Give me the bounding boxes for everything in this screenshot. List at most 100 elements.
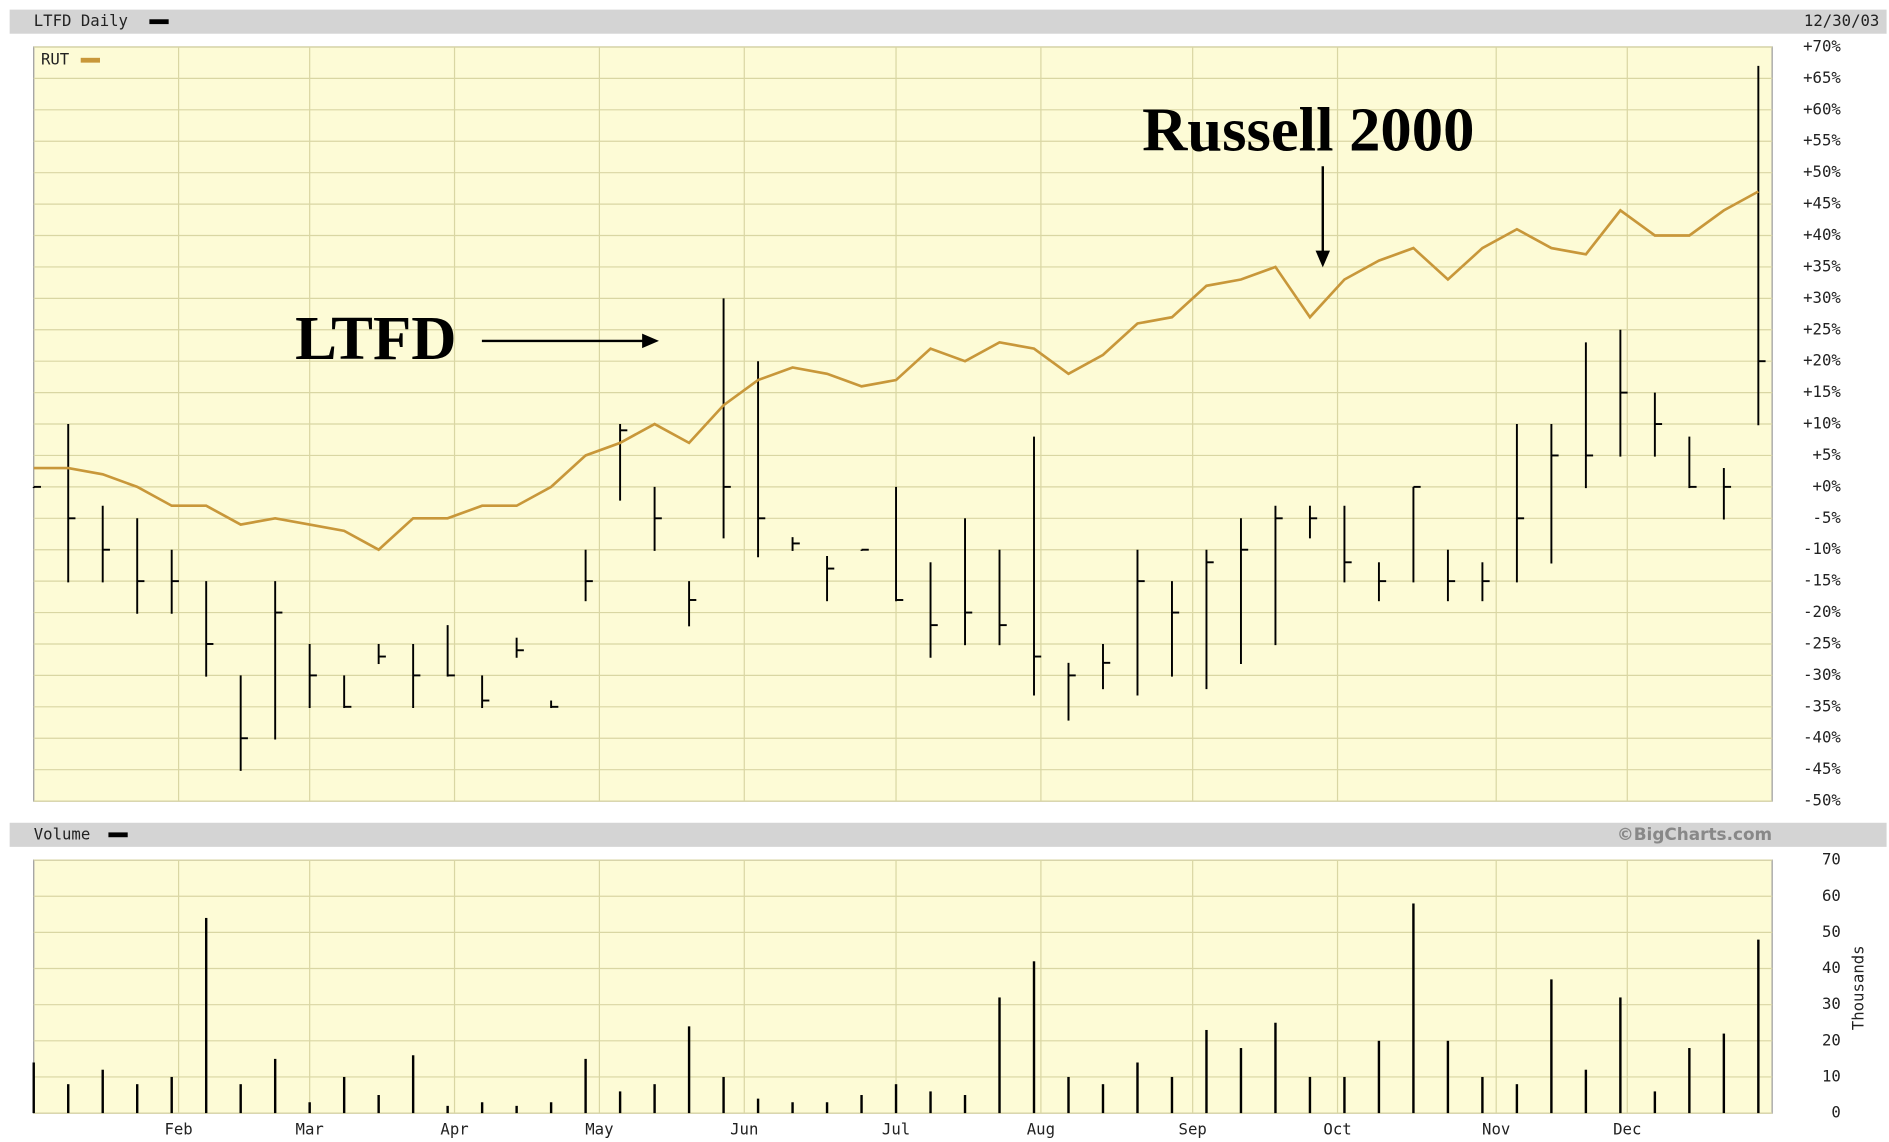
volume-bar [32, 1062, 35, 1114]
arrow-head [642, 333, 659, 349]
volume-bar [204, 917, 208, 1114]
volume-bar [1757, 939, 1760, 1114]
volume-bar [860, 1095, 863, 1114]
y-tick-label: -15% [1803, 571, 1841, 590]
volume-bar [1584, 1069, 1588, 1114]
rut-line [33, 190, 1759, 552]
volume-bar [1688, 1048, 1691, 1114]
chart-title: LTFD Daily [34, 11, 128, 30]
x-tick-label: Apr [440, 1119, 468, 1138]
y-tick-label: 20 [1822, 1030, 1841, 1049]
volume-bar [825, 1102, 829, 1114]
volume-bar [67, 1084, 70, 1114]
volume-bar [653, 1084, 656, 1114]
volume-bar [170, 1076, 173, 1114]
volume-bar [377, 1095, 380, 1114]
x-tick-label: Jul [882, 1119, 910, 1138]
volume-bar [308, 1102, 311, 1114]
volume-bar [1722, 1033, 1726, 1114]
x-tick-label: Nov [1482, 1119, 1510, 1138]
y-tick-label: +5% [1813, 445, 1842, 464]
volume-bar [1170, 1076, 1174, 1114]
y-tick-label: +25% [1803, 319, 1841, 338]
volume-title: Volume [34, 824, 91, 843]
legend-swatch [80, 57, 100, 63]
volume-bar [411, 1055, 415, 1114]
volume-bar [480, 1102, 484, 1114]
volume-bar [1067, 1076, 1070, 1114]
y-tick-label: -10% [1803, 539, 1841, 558]
volume-bar [584, 1058, 587, 1114]
y-tick-label: -35% [1803, 696, 1841, 715]
volume-bar [1274, 1022, 1277, 1114]
volume-bar [998, 997, 1001, 1114]
x-tick-label: Mar [296, 1119, 324, 1138]
volume-bar [1205, 1029, 1208, 1114]
y-tick-label: 0 [1831, 1103, 1840, 1122]
y-tick-label: -50% [1803, 791, 1841, 810]
y-tick-label: +10% [1803, 414, 1841, 433]
y-tick-label: +60% [1803, 99, 1841, 118]
volume-bar [1377, 1040, 1381, 1114]
volume-bar [1239, 1048, 1243, 1114]
volume-bar [1136, 1062, 1139, 1114]
volume-bar [1032, 961, 1036, 1114]
y-tick-label: +15% [1803, 382, 1841, 401]
volume-bar [1308, 1076, 1312, 1114]
volume-bar [239, 1084, 242, 1114]
y-tick-label: -30% [1803, 665, 1841, 684]
x-tick-label: Sep [1179, 1119, 1207, 1138]
y-tick-label: 60 [1822, 886, 1841, 905]
volume-bar [1446, 1040, 1450, 1114]
header-bar [9, 9, 1887, 34]
title-swatch [149, 19, 169, 25]
x-tick-label: Dec [1613, 1119, 1641, 1138]
volume-bar [273, 1058, 277, 1114]
y-tick-label: -45% [1803, 759, 1841, 778]
volume-bar [342, 1076, 346, 1114]
y-tick-label: +0% [1813, 476, 1842, 495]
source-label: ©BigCharts.com [1617, 824, 1772, 844]
y-tick-label: +55% [1803, 131, 1841, 150]
y-tick-label: 30 [1822, 994, 1841, 1013]
x-tick-label: Jun [730, 1119, 758, 1138]
y-tick-label: +70% [1803, 36, 1841, 55]
y-tick-label: +40% [1803, 225, 1841, 244]
volume-bar [929, 1091, 932, 1114]
volume-bar [549, 1102, 553, 1114]
volume-bar [618, 1091, 622, 1114]
volume-bar [1481, 1076, 1484, 1114]
y-tick-label: +30% [1803, 288, 1841, 307]
volume-panel [33, 859, 1773, 1114]
volume-bar [515, 1105, 518, 1114]
volume-bar [1101, 1084, 1105, 1114]
y-tick-label: -20% [1803, 602, 1841, 621]
legend-label: RUT [41, 50, 70, 69]
y-tick-label: +50% [1803, 162, 1841, 181]
volume-bar [1343, 1076, 1346, 1114]
y-tick-label: 10 [1822, 1066, 1841, 1085]
marks: +70% +65% +60% +55% +50% +45% +40% +35% +30% +25%… [32, 36, 1842, 1138]
x-tick-label: Aug [1027, 1119, 1055, 1138]
y-tick-label: +35% [1803, 256, 1841, 275]
volume-bar [791, 1102, 794, 1114]
volume-bar [756, 1098, 760, 1114]
volume-bar [1412, 903, 1415, 1114]
volume-bar [136, 1084, 139, 1114]
y-tick-label: 40 [1822, 958, 1841, 977]
volume-bar [687, 1026, 691, 1114]
volume-bar [1619, 997, 1622, 1114]
y-tick-label: 70 [1822, 850, 1841, 869]
volume-bar [963, 1095, 967, 1114]
volume-bar [722, 1076, 725, 1114]
y-tick-label: -5% [1813, 508, 1842, 527]
arrow-head [1315, 250, 1331, 268]
volume-bar [1515, 1084, 1519, 1114]
volume-bar [1653, 1091, 1657, 1114]
x-tick-label: Oct [1323, 1119, 1351, 1138]
y-tick-label: 50 [1822, 922, 1841, 941]
annotation: Russell 2000 [1142, 95, 1474, 165]
volume-bar [894, 1084, 898, 1114]
volume-bar [1550, 979, 1553, 1114]
